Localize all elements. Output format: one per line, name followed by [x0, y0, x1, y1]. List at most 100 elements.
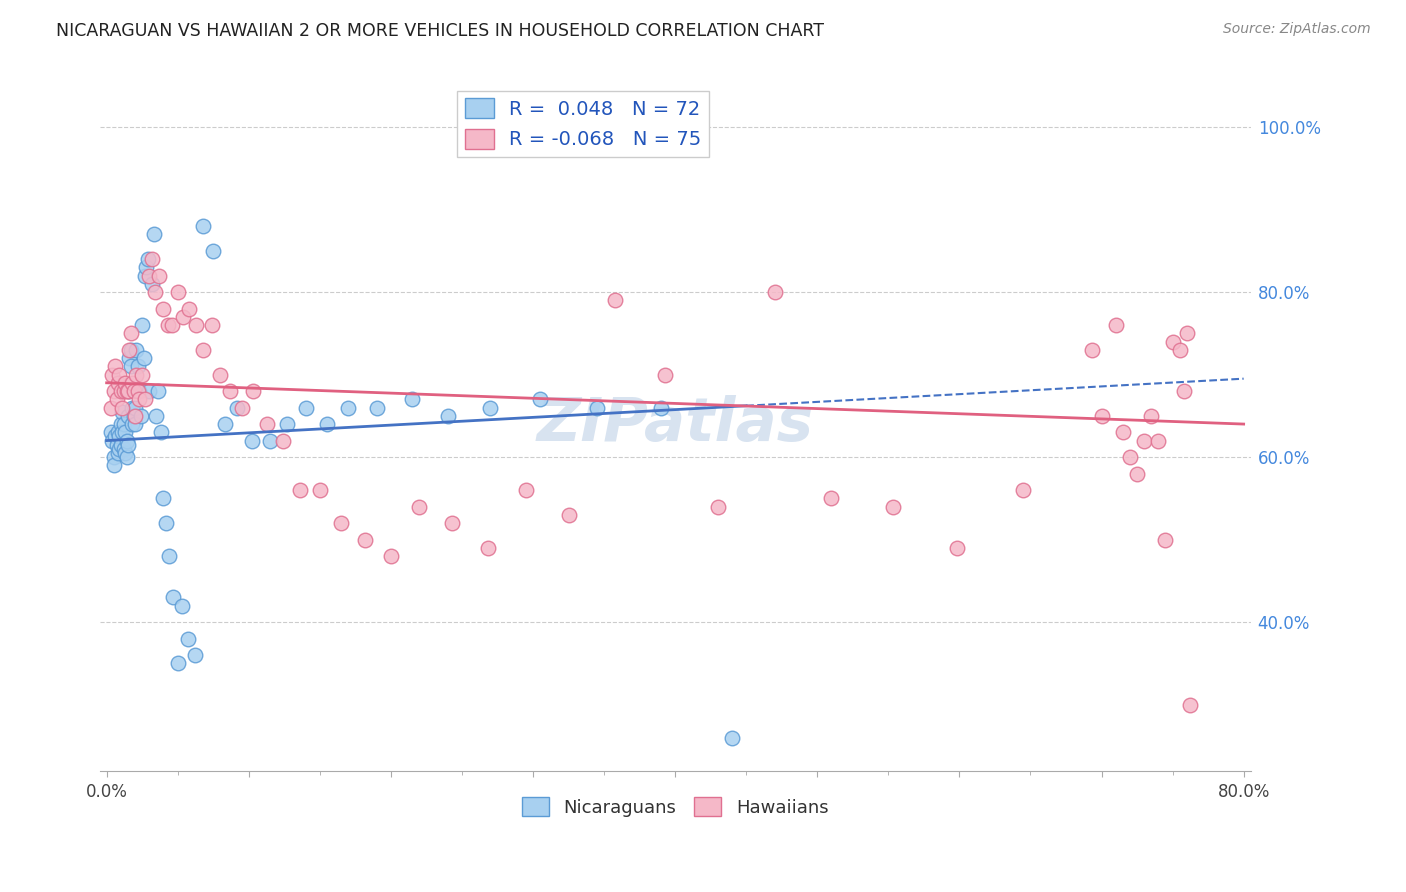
Point [707, 500, 730, 514]
Point [146, 384, 169, 398]
Point [111, 405, 134, 419]
Point [114, 376, 136, 390]
Point [148, 268, 170, 283]
Point [108, 442, 131, 456]
Point [112, 417, 135, 431]
Point [231, 401, 253, 415]
Point [127, 384, 149, 398]
Point [128, 384, 150, 398]
Point [145, 409, 167, 423]
Point [763, 285, 786, 299]
Point [103, 458, 125, 473]
Point [1126, 467, 1149, 481]
Point [1105, 318, 1128, 332]
Point [479, 401, 502, 415]
Point [1178, 698, 1201, 712]
Point [721, 731, 744, 745]
Point [103, 450, 125, 464]
Point [605, 293, 627, 308]
Point [820, 491, 842, 506]
Point [125, 343, 148, 357]
Point [162, 591, 184, 605]
Point [121, 417, 143, 431]
Point [1147, 434, 1170, 448]
Point [166, 285, 188, 299]
Point [112, 442, 135, 456]
Point [1175, 326, 1198, 341]
Point [141, 252, 163, 266]
Point [110, 438, 132, 452]
Point [124, 409, 146, 423]
Point [330, 516, 353, 530]
Point [945, 541, 967, 555]
Point [114, 446, 136, 460]
Point [128, 392, 150, 407]
Point [354, 533, 377, 547]
Point [219, 384, 242, 398]
Point [118, 351, 141, 365]
Point [143, 285, 166, 299]
Point [1154, 533, 1177, 547]
Point [107, 425, 129, 440]
Text: NICARAGUAN VS HAWAIIAN 2 OR MORE VEHICLES IN HOUSEHOLD CORRELATION CHART: NICARAGUAN VS HAWAIIAN 2 OR MORE VEHICLE… [56, 22, 824, 40]
Point [129, 409, 152, 423]
Point [436, 409, 458, 423]
Point [142, 227, 165, 242]
Text: Source: ZipAtlas.com: Source: ZipAtlas.com [1223, 22, 1371, 37]
Point [201, 318, 224, 332]
Point [170, 599, 193, 613]
Point [117, 384, 139, 398]
Point [136, 252, 159, 266]
Point [209, 368, 232, 382]
Point [121, 401, 143, 415]
Point [1161, 334, 1184, 349]
Point [138, 384, 160, 398]
Point [107, 376, 129, 390]
Point [366, 401, 388, 415]
Point [1140, 409, 1163, 423]
Point [477, 541, 499, 555]
Point [557, 508, 579, 522]
Point [117, 409, 139, 423]
Point [101, 368, 124, 382]
Point [193, 219, 215, 233]
Point [276, 417, 298, 431]
Point [440, 516, 463, 530]
Point [214, 417, 236, 431]
Point [124, 401, 146, 415]
Point [132, 351, 155, 365]
Point [101, 434, 124, 448]
Point [120, 326, 142, 341]
Point [127, 359, 149, 374]
Point [156, 318, 179, 332]
Point [380, 549, 402, 563]
Point [408, 500, 430, 514]
Point [176, 632, 198, 646]
Point [134, 268, 156, 283]
Text: ZIPatlas: ZIPatlas [537, 394, 814, 453]
Point [259, 434, 281, 448]
Point [337, 401, 360, 415]
Point [115, 384, 138, 398]
Point [134, 392, 156, 407]
Point [172, 310, 194, 324]
Point [1112, 425, 1135, 440]
Point [155, 516, 177, 530]
Point [177, 301, 200, 316]
Point [401, 392, 423, 407]
Point [118, 384, 141, 398]
Point [160, 318, 183, 332]
Point [131, 318, 153, 332]
Point [1168, 343, 1191, 357]
Point [120, 359, 142, 374]
Point [256, 417, 278, 431]
Point [110, 384, 132, 398]
Point [107, 446, 129, 460]
Point [117, 438, 139, 452]
Point [529, 392, 551, 407]
Point [103, 384, 125, 398]
Point [105, 392, 128, 407]
Point [135, 260, 157, 275]
Point [1012, 483, 1035, 497]
Point [294, 401, 316, 415]
